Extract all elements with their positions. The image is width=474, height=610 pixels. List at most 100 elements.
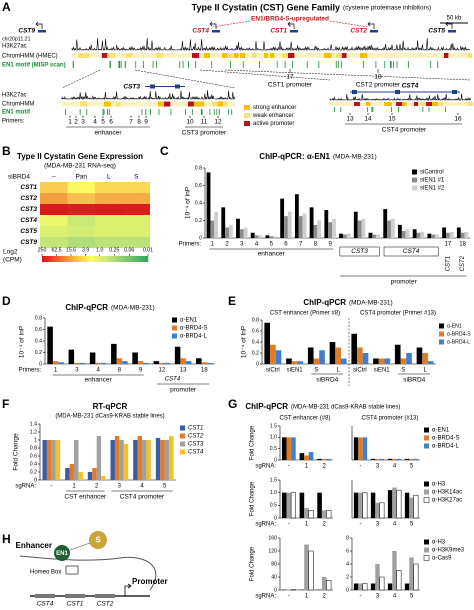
- bar: [427, 361, 434, 364]
- heatmap-cell: [40, 237, 68, 248]
- y-tick-label: 0.2: [30, 469, 37, 475]
- bar: [290, 492, 296, 519]
- bar: [332, 218, 336, 238]
- bar: [375, 564, 380, 590]
- x-tick-label: 5: [410, 594, 414, 600]
- legend-label: weak enhancer: [252, 113, 294, 119]
- y-tick-label: 0.6: [30, 453, 37, 459]
- x-tick-label: 6: [284, 242, 288, 248]
- panel-subtitle: (MDA-MB-231): [333, 154, 377, 161]
- group-label: promoter: [170, 387, 197, 394]
- y-tick-label: 6: [346, 548, 349, 554]
- chromhmm-state: [200, 101, 205, 107]
- bar: [78, 472, 83, 480]
- colorbar-tick-label: 62.5: [51, 247, 61, 253]
- heatmap-cell: [40, 215, 68, 226]
- colorbar-step: [79, 256, 83, 262]
- x-tick-label: 4: [393, 522, 397, 528]
- colorbar-step: [124, 256, 128, 262]
- h3k27ac-track: [71, 38, 470, 52]
- legend-swatch: [412, 185, 417, 191]
- bar: [87, 472, 93, 480]
- bar: [387, 583, 393, 590]
- primer-label: 9: [144, 119, 148, 126]
- group-box: [383, 246, 439, 257]
- x-tick-label: -: [288, 594, 290, 600]
- bar: [396, 489, 402, 519]
- bar: [201, 362, 208, 364]
- x-axis-label: Primers:: [179, 242, 202, 248]
- y-tick-label: 0.2: [252, 350, 259, 356]
- bar: [258, 235, 263, 238]
- x-tick-label: 12: [159, 368, 166, 374]
- y-axis-label: Fold Change: [13, 433, 20, 471]
- gene-model: [448, 30, 456, 33]
- x-tick-label: 8: [118, 368, 122, 374]
- colorbar-step: [49, 256, 53, 262]
- colorbar-step: [76, 256, 80, 262]
- bar: [321, 510, 327, 518]
- subplot-title: CST4 promoter (Primer #13): [360, 311, 436, 317]
- heatmap-cell: [122, 226, 150, 237]
- colorbar-step: [92, 256, 96, 262]
- chromhmm-state: [212, 101, 220, 107]
- bar: [236, 218, 240, 238]
- y-tick-label: 1.0: [270, 490, 277, 496]
- bar: [119, 440, 124, 480]
- bar: [384, 358, 391, 364]
- bar: [409, 497, 414, 518]
- heatmap-cell: [122, 237, 150, 248]
- y-tick-label: 0: [274, 457, 277, 463]
- colorbar-step: [55, 256, 59, 262]
- y-tick-label: 8: [346, 535, 349, 541]
- y-tick-label: 0.6: [252, 328, 259, 334]
- chromhmm-state: [402, 102, 407, 106]
- legend-label: α-EN1: [447, 323, 462, 329]
- bar: [420, 231, 425, 238]
- factor-label: S: [95, 536, 101, 545]
- bar: [362, 492, 368, 519]
- heatmap-cell: [122, 204, 150, 215]
- tss-arrow: [209, 21, 217, 29]
- bar: [387, 220, 391, 238]
- bar: [307, 347, 314, 364]
- chromhmm-state: [270, 53, 275, 58]
- legend-swatch: [424, 427, 429, 433]
- group-label: CST4: [403, 248, 420, 255]
- panel-subtitle: (MDA-MB-231): [111, 305, 155, 312]
- legend-label: active promoter: [253, 121, 294, 127]
- heatmap-cell: [95, 226, 123, 237]
- x-tick-label: 1: [305, 464, 309, 470]
- bar: [317, 458, 322, 460]
- bar: [319, 350, 325, 364]
- gene-label: CST2: [97, 601, 114, 608]
- bar: [304, 455, 309, 460]
- heatmap-cell: [67, 237, 95, 248]
- panel-title: Type II Cystatin (CST) Gene Family: [192, 2, 340, 12]
- bar: [387, 458, 393, 460]
- gene-label: CST4: [402, 83, 419, 90]
- bar: [370, 492, 376, 518]
- bar: [68, 349, 75, 364]
- bar: [239, 229, 244, 238]
- y-tick-label: 0.2: [195, 218, 202, 224]
- bar: [368, 232, 373, 238]
- bar: [353, 492, 359, 518]
- colorbar-step: [97, 256, 101, 262]
- heatmap-cell: [95, 182, 123, 193]
- colorbar-step: [60, 256, 64, 262]
- x-axis-label: sgRNA:: [255, 464, 276, 470]
- legend-swatch: [424, 435, 429, 441]
- bar: [376, 234, 381, 238]
- chromhmm-state: [252, 53, 257, 58]
- bar: [390, 218, 395, 238]
- primer-region-label: CST1 promoter: [268, 82, 313, 89]
- group-box: [339, 246, 380, 257]
- x-tick-label: 5: [163, 484, 167, 490]
- chromhmm-state: [360, 53, 368, 58]
- s-factor: [89, 531, 107, 549]
- y-axis-label: Fold Change: [250, 481, 256, 516]
- colorbar-step: [126, 256, 130, 262]
- bar: [449, 231, 454, 238]
- legend-label: CST3: [188, 442, 204, 448]
